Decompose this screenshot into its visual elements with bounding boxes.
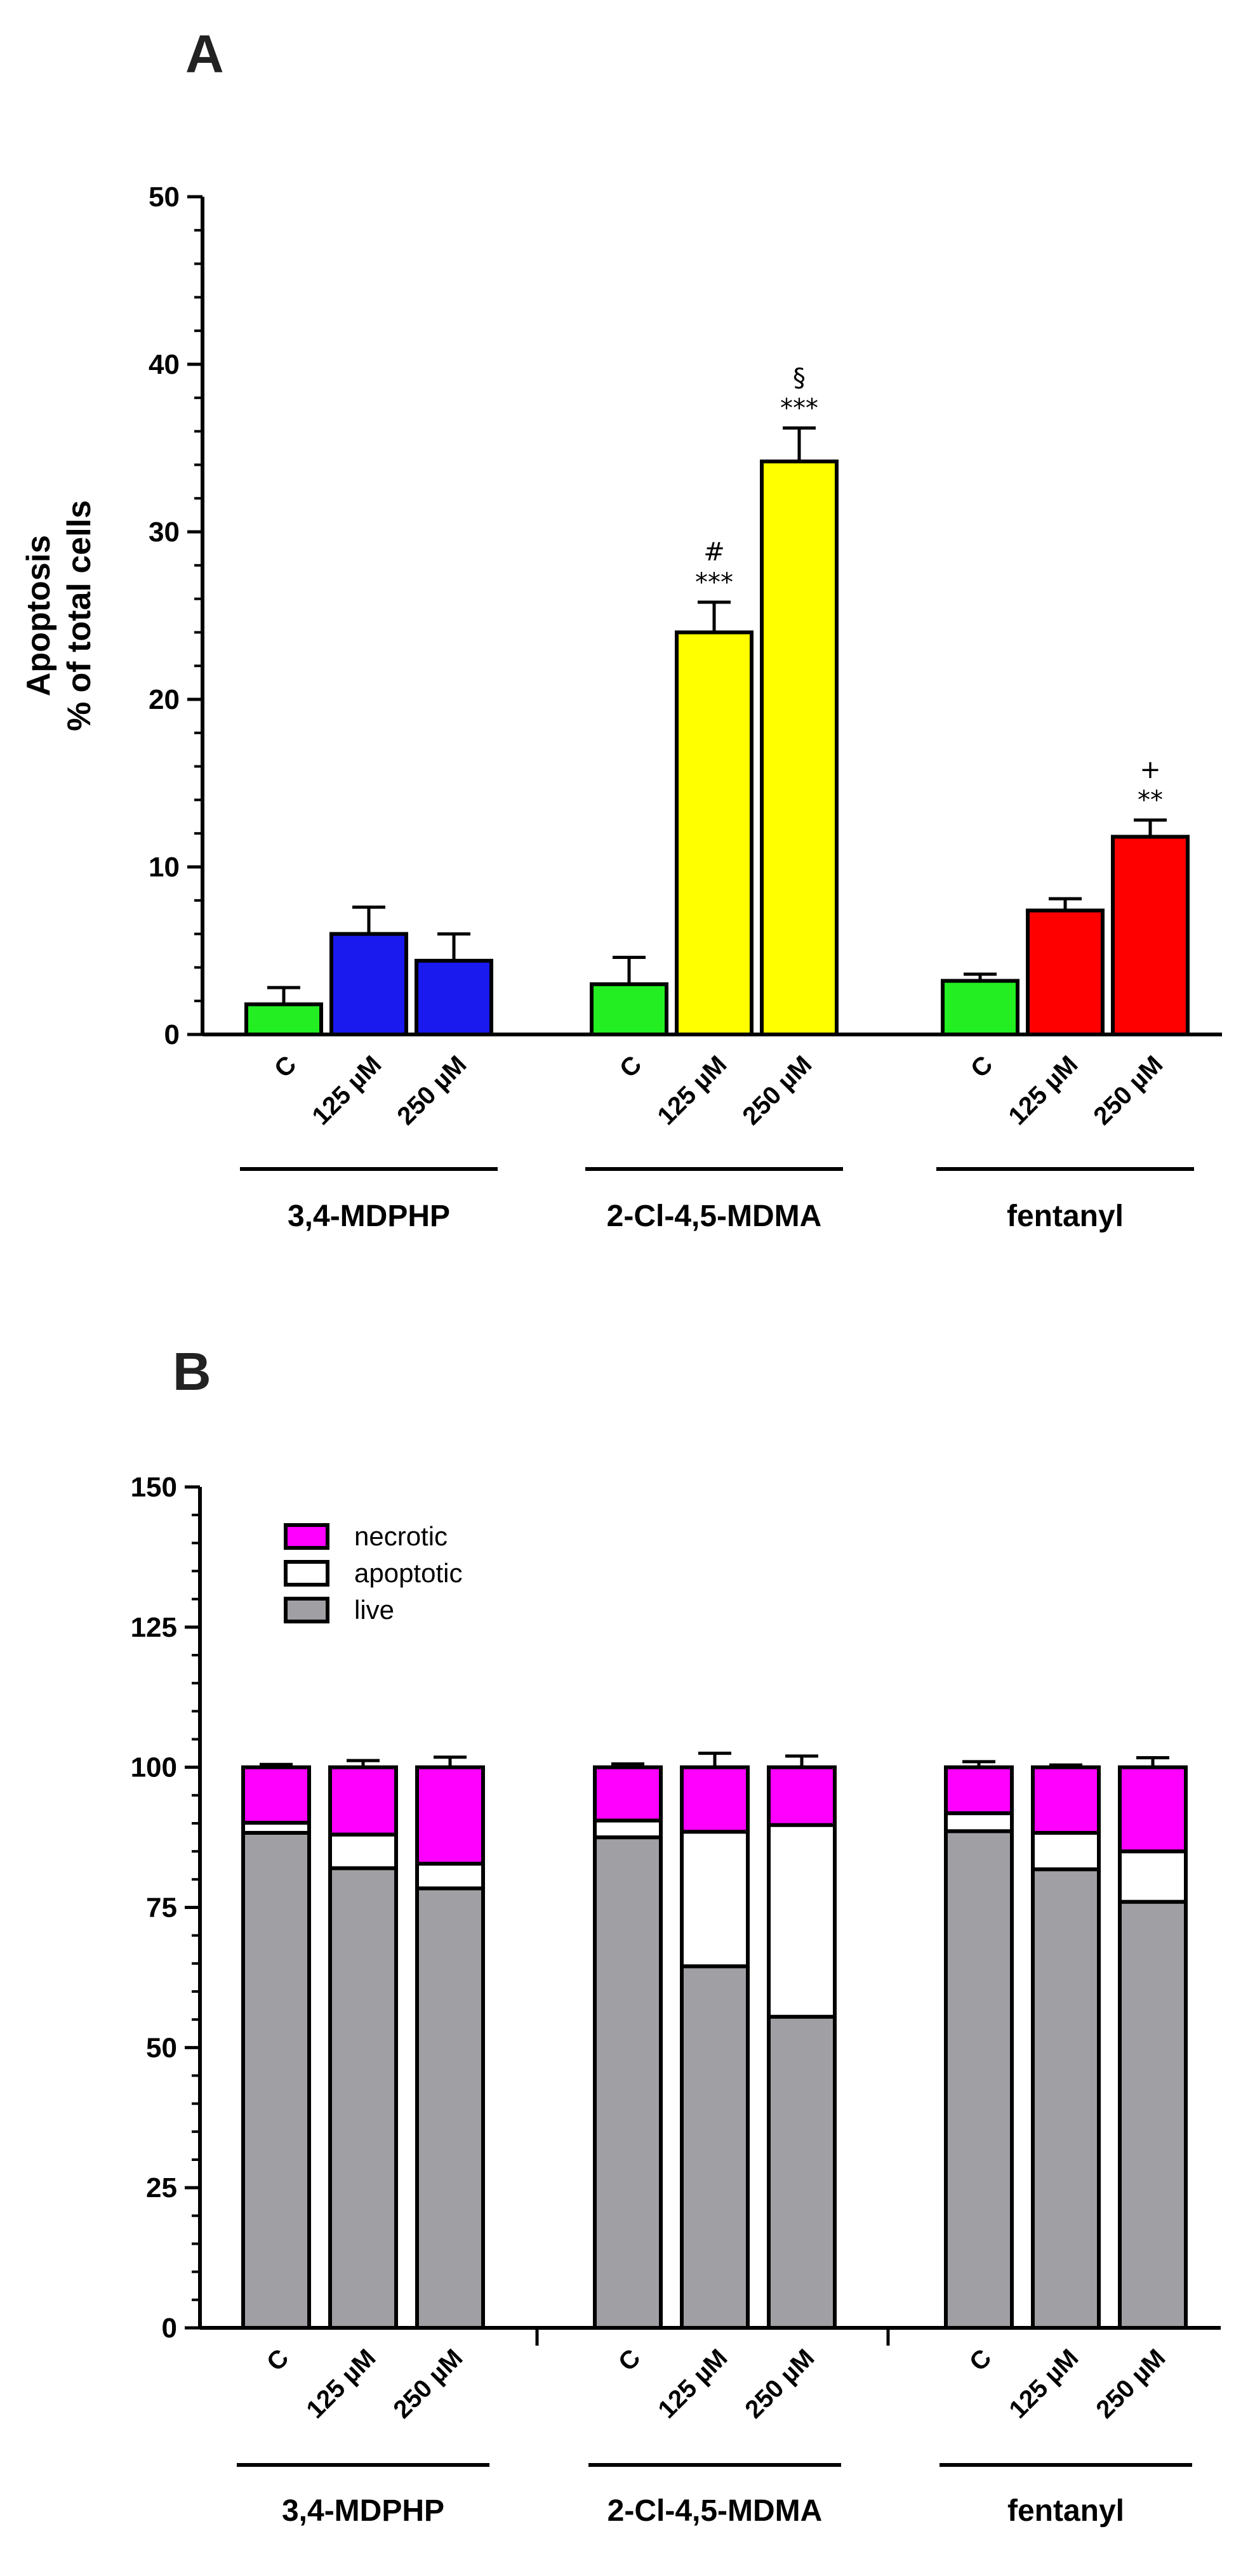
y-tick-label-75: 75	[146, 1892, 177, 1924]
x-tick-label-fentanyl-125-m: 125 µM	[1004, 2344, 1084, 2424]
significance-fentanyl-250-m-0: **	[1138, 786, 1163, 815]
bar-segment-necrotic-2-cl-4-5-mdma-250-m	[767, 1765, 837, 1827]
bar-segment-necrotic-2-cl-4-5-mdma-c	[593, 1765, 663, 1823]
y-tick-label-20: 20	[149, 684, 180, 715]
group-label-fentanyl: fentanyl	[1007, 1199, 1124, 1233]
bar-segment-apoptotic-2-cl-4-5-mdma-c	[593, 1818, 663, 1840]
x-tick-label-3-4-mdphp-125-m: 125 µM	[301, 2344, 381, 2424]
x-tick-label-2-cl-4-5-mdma-c: C	[613, 2344, 646, 2377]
x-tick-label-2-cl-4-5-mdma-c: C	[614, 1050, 647, 1083]
bar-segment-apoptotic-3-4-mdphp-250-m	[415, 1861, 485, 1891]
panel-b-letter: B	[173, 1342, 211, 1401]
bar-segment-apoptotic-fentanyl-125-m	[1031, 1831, 1101, 1872]
significance-2-cl-4-5-mdma-250-m-0: ***	[780, 393, 818, 423]
y-tick-label-0: 0	[162, 2313, 177, 2344]
significance-2-cl-4-5-mdma-125-m-1: #	[703, 538, 725, 567]
bar-fentanyl-250-m	[1111, 835, 1190, 1036]
bar-3-4-mdphp-250-m	[415, 958, 493, 1036]
bar-segment-live-fentanyl-250-m	[1118, 1899, 1188, 2330]
bar-segment-live-fentanyl-c	[944, 1829, 1014, 2330]
bar-segment-necrotic-3-4-mdphp-250-m	[415, 1765, 485, 1866]
significance-2-cl-4-5-mdma-250-m-1: §	[793, 363, 806, 392]
bar-segment-live-3-4-mdphp-250-m	[415, 1886, 485, 2330]
bar-segment-live-3-4-mdphp-c	[241, 1831, 311, 2330]
group-label-2-cl-4-5-mdma: 2-Cl-4,5-MDMA	[607, 1199, 822, 1233]
x-tick-label-3-4-mdphp-c: C	[262, 2344, 295, 2377]
y-tick-label-0: 0	[164, 1019, 180, 1050]
group-label-3-4-mdphp: 3,4-MDPHP	[282, 2494, 444, 2528]
bar-segment-live-3-4-mdphp-125-m	[328, 1866, 398, 2330]
bar-2-cl-4-5-mdma-c	[590, 982, 668, 1037]
bar-segment-apoptotic-3-4-mdphp-125-m	[328, 1832, 398, 1870]
y-axis-title-line1: Apoptosis	[20, 535, 57, 696]
y-axis-title: Apoptosis% of total cells	[20, 500, 98, 731]
x-tick-label-2-cl-4-5-mdma-125-m: 125 µM	[653, 2344, 733, 2424]
y-tick-label-50: 50	[146, 2032, 177, 2063]
legend-label-apoptotic: apoptotic	[354, 1558, 462, 1588]
bar-segment-necrotic-fentanyl-125-m	[1031, 1765, 1101, 1835]
x-tick-label-2-cl-4-5-mdma-250-m: 250 µM	[740, 2344, 820, 2424]
legend-label-necrotic: necrotic	[354, 1521, 448, 1551]
bar-segment-apoptotic-2-cl-4-5-mdma-125-m	[680, 1830, 750, 1969]
bar-segment-apoptotic-fentanyl-250-m	[1118, 1849, 1188, 1904]
bar-2-cl-4-5-mdma-250-m	[760, 459, 839, 1036]
bar-segment-necrotic-2-cl-4-5-mdma-125-m	[680, 1765, 750, 1834]
y-tick-label-25: 25	[146, 2172, 177, 2203]
legend-swatch-live	[284, 1597, 329, 1623]
bar-segment-apoptotic-2-cl-4-5-mdma-250-m	[767, 1823, 837, 2019]
x-tick-label-3-4-mdphp-c: C	[269, 1050, 302, 1083]
x-tick-label-2-cl-4-5-mdma-125-m: 125 µM	[652, 1050, 732, 1130]
legend-swatch-necrotic	[284, 1523, 329, 1550]
x-tick-label-3-4-mdphp-250-m: 250 µM	[392, 1050, 472, 1130]
bar-segment-necrotic-fentanyl-c	[944, 1765, 1014, 1816]
bar-fentanyl-c	[941, 979, 1019, 1037]
bar-segment-apoptotic-fentanyl-c	[944, 1811, 1014, 1833]
bar-segment-live-2-cl-4-5-mdma-125-m	[680, 1964, 750, 2330]
y-tick-label-10: 10	[149, 852, 180, 883]
y-tick-label-125: 125	[131, 1612, 177, 1643]
bar-segment-necrotic-3-4-mdphp-125-m	[328, 1765, 398, 1837]
x-tick-label-3-4-mdphp-125-m: 125 µM	[307, 1050, 387, 1130]
bar-2-cl-4-5-mdma-125-m	[675, 630, 754, 1036]
x-tick-label-fentanyl-125-m: 125 µM	[1003, 1050, 1083, 1130]
y-tick-label-40: 40	[149, 349, 180, 380]
bar-segment-necrotic-fentanyl-250-m	[1118, 1765, 1188, 1854]
x-tick-label-fentanyl-250-m: 250 µM	[1091, 2344, 1171, 2424]
bar-3-4-mdphp-c	[244, 1002, 323, 1036]
bar-segment-live-2-cl-4-5-mdma-250-m	[767, 2014, 837, 2330]
panel-a-letter: A	[185, 24, 224, 84]
x-tick-label-fentanyl-c: C	[966, 1050, 999, 1083]
x-tick-label-fentanyl-250-m: 250 µM	[1088, 1050, 1168, 1130]
x-tick-label-fentanyl-c: C	[964, 2344, 997, 2377]
y-tick-label-150: 150	[131, 1472, 177, 1503]
x-tick-label-3-4-mdphp-250-m: 250 µM	[388, 2344, 468, 2424]
legend-label-live: live	[354, 1595, 394, 1625]
x-tick-label-2-cl-4-5-mdma-250-m: 250 µM	[737, 1050, 817, 1130]
y-axis-title-line2: % of total cells	[61, 500, 98, 731]
y-tick-label-50: 50	[149, 182, 180, 213]
y-tick-label-100: 100	[131, 1752, 177, 1783]
bar-segment-live-fentanyl-125-m	[1031, 1867, 1101, 2330]
group-label-3-4-mdphp: 3,4-MDPHP	[288, 1199, 450, 1233]
significance-fentanyl-250-m-1: +	[1139, 755, 1161, 784]
significance-2-cl-4-5-mdma-125-m-0: ***	[695, 568, 733, 597]
bar-fentanyl-125-m	[1026, 908, 1105, 1037]
bar-segment-live-2-cl-4-5-mdma-c	[593, 1835, 663, 2330]
bar-3-4-mdphp-125-m	[329, 932, 408, 1036]
legend-swatch-apoptotic	[284, 1560, 329, 1587]
y-tick-label-30: 30	[149, 517, 180, 548]
group-label-2-cl-4-5-mdma: 2-Cl-4,5-MDMA	[608, 2494, 823, 2528]
group-label-fentanyl: fentanyl	[1007, 2494, 1124, 2528]
bar-segment-necrotic-3-4-mdphp-c	[241, 1765, 311, 1825]
